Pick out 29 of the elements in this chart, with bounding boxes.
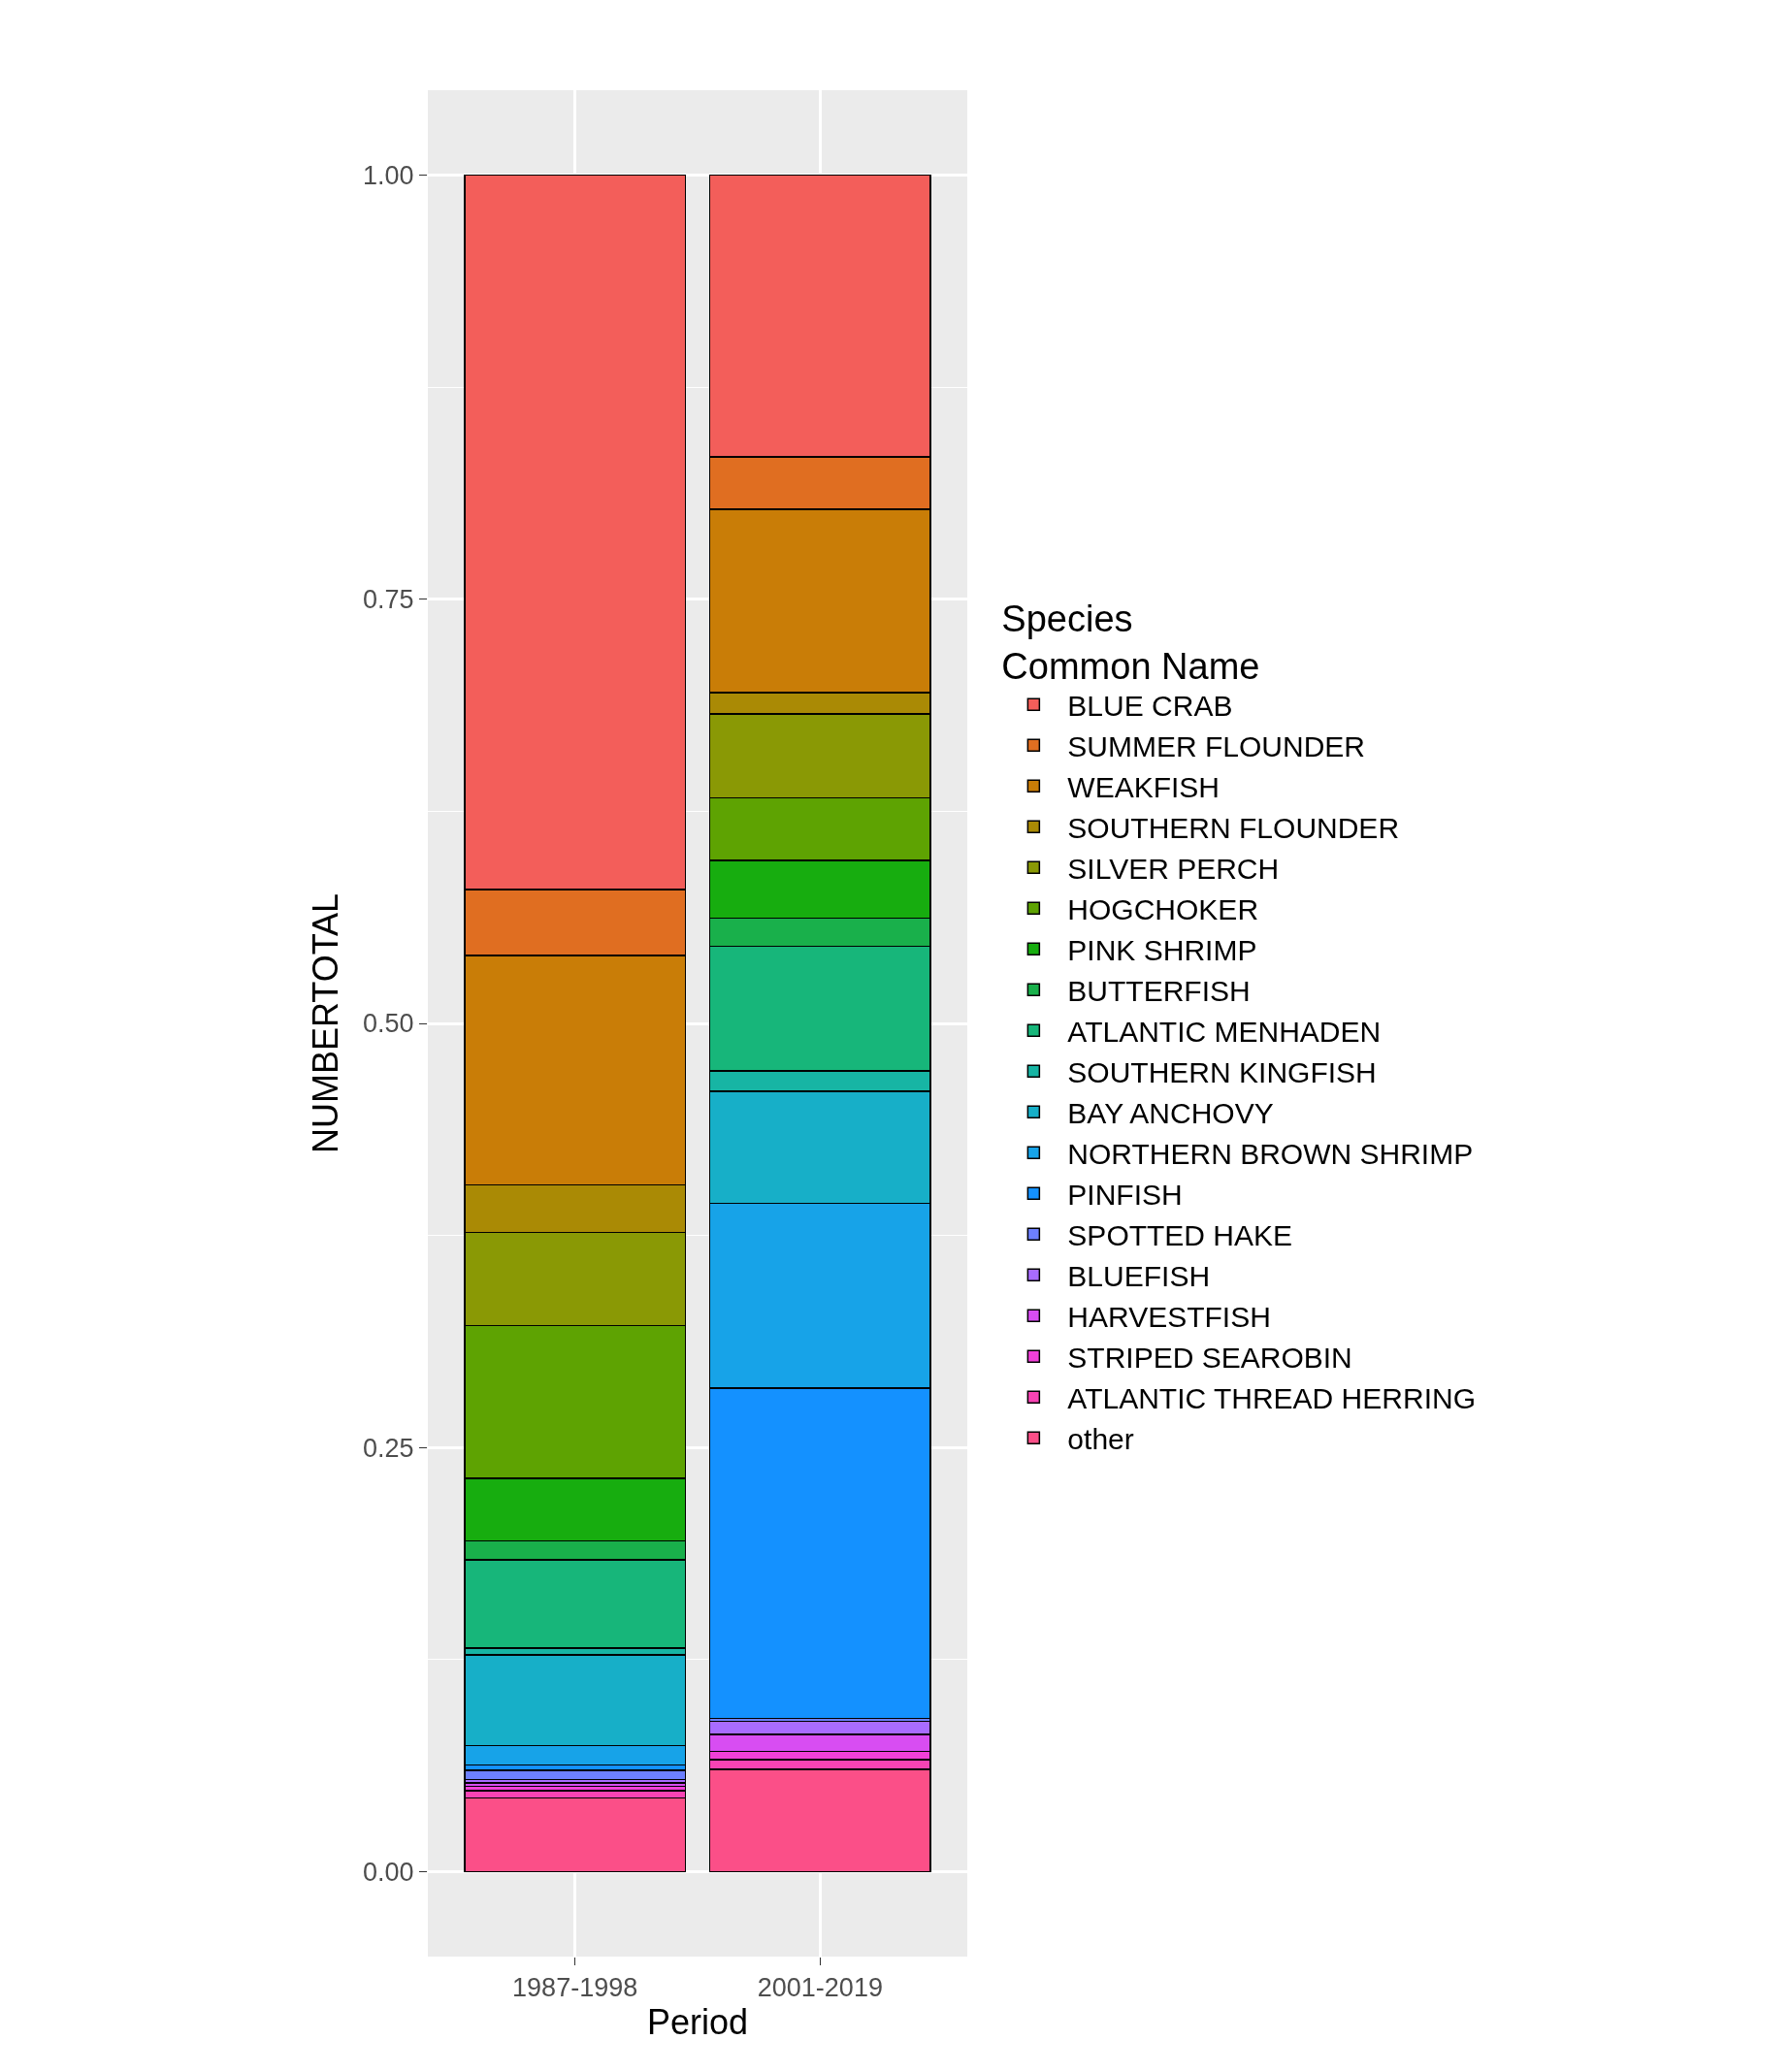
legend-label: SOUTHERN KINGFISH <box>1067 1056 1377 1088</box>
legend-label: BLUE CRAB <box>1067 690 1233 722</box>
x-axis-title: Period <box>646 2002 749 2043</box>
legend-label: PINFISH <box>1067 1179 1183 1211</box>
legend-label: BAY ANCHOVY <box>1067 1097 1274 1129</box>
legend-label: SOUTHERN FLOUNDER <box>1067 812 1400 844</box>
y-tick-label: 0.50 <box>363 1009 414 1039</box>
legend-label: HOGCHOKER <box>1067 893 1259 925</box>
legend-label: SILVER PERCH <box>1067 853 1280 885</box>
x-tick-label: 1987-1998 <box>512 1973 638 2003</box>
legend-label: WEAKFISH <box>1067 771 1220 803</box>
legend-label: BLUEFISH <box>1067 1260 1211 1292</box>
legend-label: other <box>1067 1423 1134 1455</box>
y-tick-label: 0.00 <box>363 1858 414 1887</box>
y-tick-label: 0.25 <box>363 1433 414 1463</box>
legend-label: ATLANTIC MENHADEN <box>1067 1016 1382 1048</box>
legend-label: PINK SHRIMP <box>1067 934 1257 966</box>
legend-title: Species Common Name <box>1001 598 1260 688</box>
legend-label: SUMMER FLOUNDER <box>1067 730 1366 762</box>
x-tick-label: 2001-2019 <box>757 1973 883 2003</box>
y-tick-label: 0.75 <box>363 585 414 615</box>
legend-label: BUTTERFISH <box>1067 975 1251 1007</box>
legend-label: NORTHERN BROWN SHRIMP <box>1067 1138 1474 1170</box>
y-axis-title: NUMBERTOTAL <box>305 892 345 1154</box>
legend-label: STRIPED SEAROBIN <box>1067 1342 1352 1374</box>
legend-label: HARVESTFISH <box>1067 1301 1271 1333</box>
legend-label: SPOTTED HAKE <box>1067 1219 1293 1251</box>
legend-label: ATLANTIC THREAD HERRING <box>1067 1382 1476 1414</box>
y-tick-label: 1.00 <box>363 160 414 190</box>
